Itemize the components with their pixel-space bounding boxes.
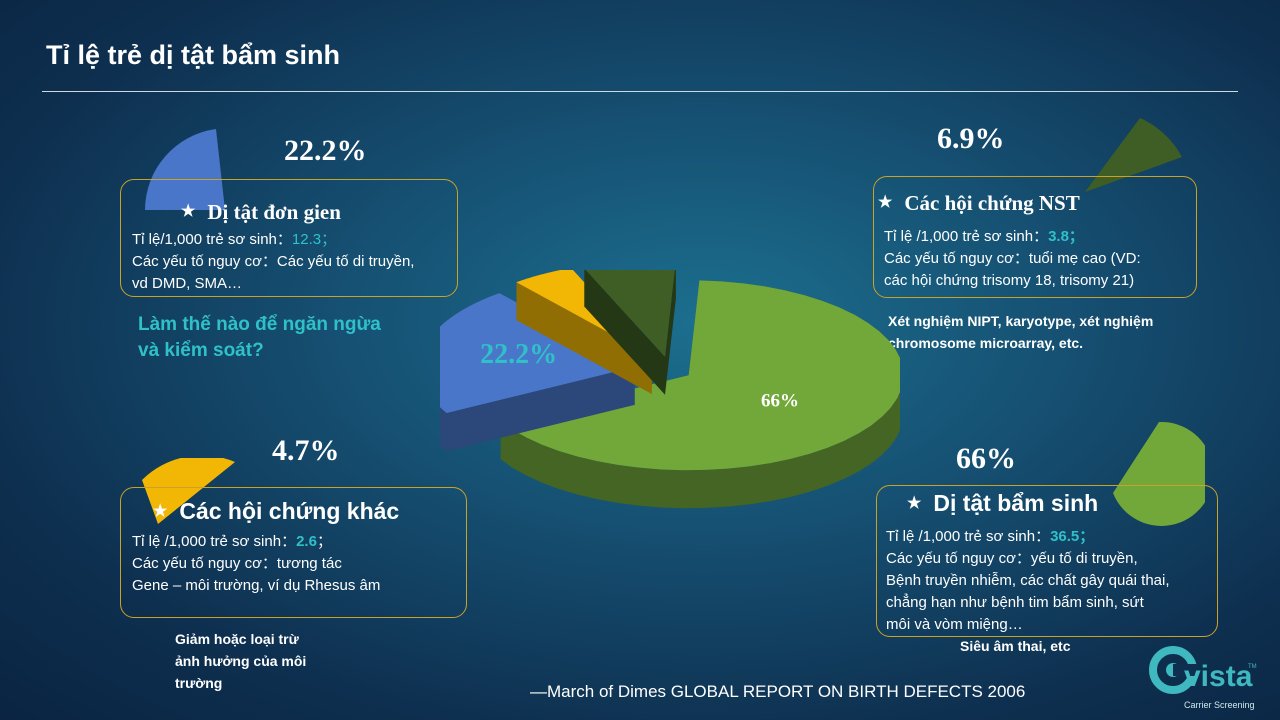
star-icon: ★ (878, 194, 893, 211)
other-rate-value: 2.6 (296, 533, 317, 550)
other-title-row: ★ Các hội chứng khác (153, 498, 399, 525)
pie-label-other: 4.7% (502, 270, 545, 271)
congenital-percent: 66% (956, 442, 1016, 475)
nst-risk-label: Các yếu tố nguy cơ： (884, 250, 1029, 267)
page-title: Tỉ lệ trẻ dị tật bẩm sinh (46, 40, 341, 70)
single-risk-value: Các yếu tố di truyền, (276, 253, 415, 270)
nst-risk-cont: các hội chứng trisomy 18, trisomy 21) (884, 272, 1135, 289)
nst-note: Xét nghiệm NIPT, karyotype, xét nghiệm c… (888, 310, 1153, 354)
other-title: Các hội chứng khác (179, 498, 400, 524)
vista-logo-tagline: Carrier Screening (1184, 700, 1255, 710)
nst-rate-value: 3.8； (1048, 228, 1084, 245)
nst-box: ★ Các hội chứng NST Tỉ lệ /1,000 trẻ sơ s… (873, 176, 1197, 298)
yellow-wedge-icon (142, 458, 235, 524)
vista-logo-icon (1149, 646, 1198, 694)
single-rate-label: Tỉ lệ/1,000 trẻ sơ sinh： (132, 231, 292, 248)
single-gene-title: Dị tật đơn gien (207, 200, 341, 224)
vista-logo-tm: TM (1248, 664, 1257, 670)
single-rate-value: 12.3； (291, 231, 337, 248)
congenital-risk-label: Các yếu tố nguy cơ： (886, 550, 1031, 567)
star-icon: ★ (181, 203, 196, 220)
single-risk-cont: vd DMD, SMA… (132, 275, 243, 292)
star-icon: ★ (907, 495, 922, 512)
green-wedge-icon (1113, 421, 1205, 526)
other-risk-value: tương tác (276, 555, 342, 572)
blue-wedge-icon (145, 129, 225, 210)
single-risk-label: Các yếu tố nguy cơ： (132, 253, 277, 270)
other-rate-label: Tỉ lệ /1,000 trẻ sơ sinh： (132, 533, 297, 550)
vista-logo-name: vista (1184, 660, 1253, 693)
slice-single-gene (440, 293, 635, 452)
single-gene-percent: 22.2% (284, 134, 367, 167)
nst-title: Các hội chứng NST (904, 191, 1080, 215)
congenital-risk-value: yếu tố di truyền, (1030, 550, 1138, 567)
congenital-line-4: chẳng hạn như bệnh tim bẩm sinh, sứt (886, 594, 1144, 611)
nst-title-row: ★ Các hội chứng NST (878, 191, 1080, 216)
congenital-box: ★ Dị tật bẩm sinh Tỉ lệ /1,000 trẻ sơ sin… (876, 485, 1218, 637)
nst-percent: 6.9% (937, 122, 1005, 155)
congenital-line-3: Bệnh truyền nhiễm, các chất gây quái tha… (886, 572, 1170, 589)
other-risk-cont: Gene – môi trường, ví dụ Rhesus âm (132, 577, 381, 594)
nst-risk-value: tuổi mẹ cao (VD: (1028, 250, 1141, 267)
nst-note-line-1: Xét nghiệm NIPT, karyotype, xét nghiệm (888, 313, 1154, 329)
congenital-rate-value: 36.5； (1050, 528, 1095, 545)
single-gene-box: ★ Dị tật đơn gien Tỉ lệ/1,000 trẻ sơ sinh… (120, 179, 458, 297)
single-gene-title-row: ★ Dị tật đơn gien (181, 200, 341, 225)
prevention-question: Làm thế nào để ngăn ngừa và kiểm soát? (138, 312, 381, 364)
slice-nst (584, 270, 676, 395)
congenital-title: Dị tật bẩm sinh (933, 490, 1099, 516)
pie-label-single-gene: 22.2% (480, 339, 557, 370)
slice-congenital (500, 280, 900, 509)
other-note-line-3: trường (175, 675, 223, 691)
congenital-note: Siêu âm thai, etc (960, 638, 1071, 654)
other-risk-label: Các yếu tố nguy cơ： (132, 555, 277, 572)
vista-logo: vista TM Carrier Screening (1148, 640, 1266, 715)
other-percent: 4.7% (272, 434, 340, 467)
congenital-rate-label: Tỉ lệ /1,000 trẻ sơ sinh： (886, 528, 1051, 545)
other-note: Giảm hoặc loại trừ ảnh hưởng của môi trư… (175, 628, 306, 694)
star-icon: ★ (153, 503, 168, 520)
other-box: ★ Các hội chứng khác Tỉ lệ /1,000 trẻ sơ … (120, 487, 467, 618)
question-line-1: Làm thế nào để ngăn ngừa (138, 314, 381, 335)
nst-note-line-2: chromosome microarray, etc. (888, 335, 1084, 351)
pie-label-congenital: 66% (761, 390, 799, 411)
other-note-line-2: ảnh hưởng của môi (175, 653, 307, 669)
nst-rate-label: Tỉ lệ /1,000 trẻ sơ sinh： (884, 228, 1049, 245)
question-line-2: và kiểm soát? (138, 340, 264, 361)
other-note-line-1: Giảm hoặc loại trừ (175, 631, 299, 647)
source-citation: —March of Dimes GLOBAL REPORT ON BIRTH D… (530, 682, 1026, 701)
dark-green-wedge-icon (1085, 118, 1182, 192)
pie-chart: 66%22.2%4.7%6.9% (440, 270, 900, 509)
other-rate-tail: ； (316, 533, 332, 550)
congenital-title-row: ★ Dị tật bẩm sinh (907, 490, 1098, 517)
congenital-line-5: môi và vòm miệng… (886, 616, 1023, 633)
title-divider (42, 91, 1238, 92)
